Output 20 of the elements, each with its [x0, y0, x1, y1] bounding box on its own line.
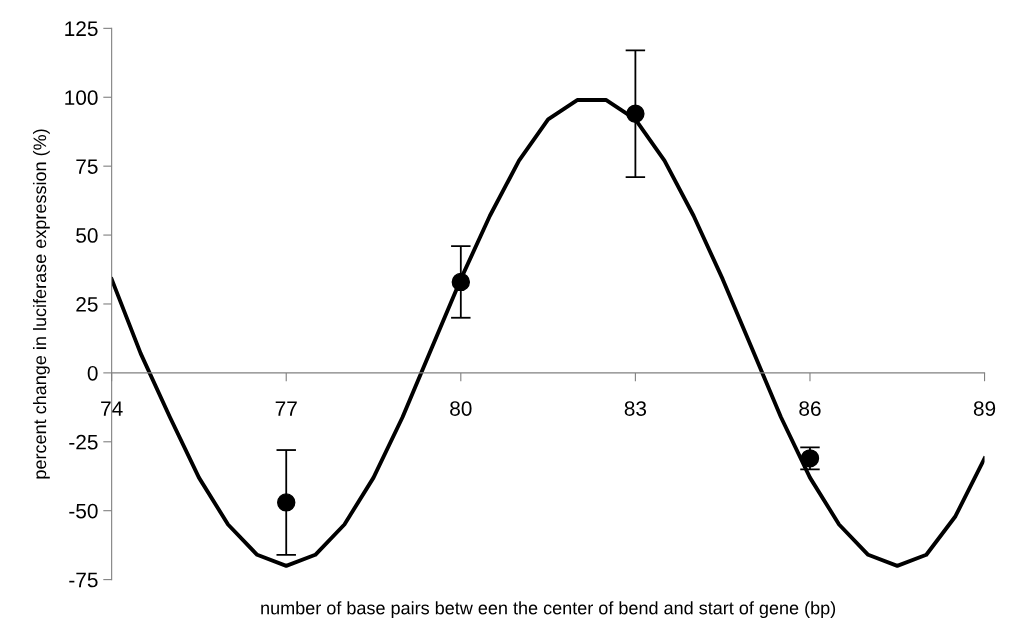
x-tick-label: 86 — [799, 401, 821, 416]
y-axis-title: percent change in luciferase expression (%) — [32, 129, 50, 479]
y-tick-label: 100 — [65, 90, 98, 106]
y-tick-label: 0 — [87, 365, 98, 381]
y-tick-label: 75 — [76, 159, 98, 174]
x-tick-label: 89 — [973, 401, 996, 416]
point — [626, 104, 645, 123]
x-tick-label: 77 — [275, 401, 297, 416]
y-tick-label: 125 — [65, 21, 98, 37]
point — [451, 272, 471, 292]
y-tick-label: -75 — [69, 572, 98, 588]
y-tick-label: -50 — [69, 503, 98, 519]
point — [277, 493, 296, 512]
y-tick-label: 50 — [76, 228, 98, 243]
y-tick-label: 25 — [76, 296, 98, 312]
x-tick-label: 83 — [624, 401, 647, 416]
x-axis-title: number of base pairs betw een the center of bend and start of gene (bp) — [261, 601, 836, 618]
y-tick-label: -25 — [69, 434, 98, 450]
x-tick-label: 80 — [450, 401, 472, 416]
x-tick-label: 74 — [101, 401, 123, 416]
